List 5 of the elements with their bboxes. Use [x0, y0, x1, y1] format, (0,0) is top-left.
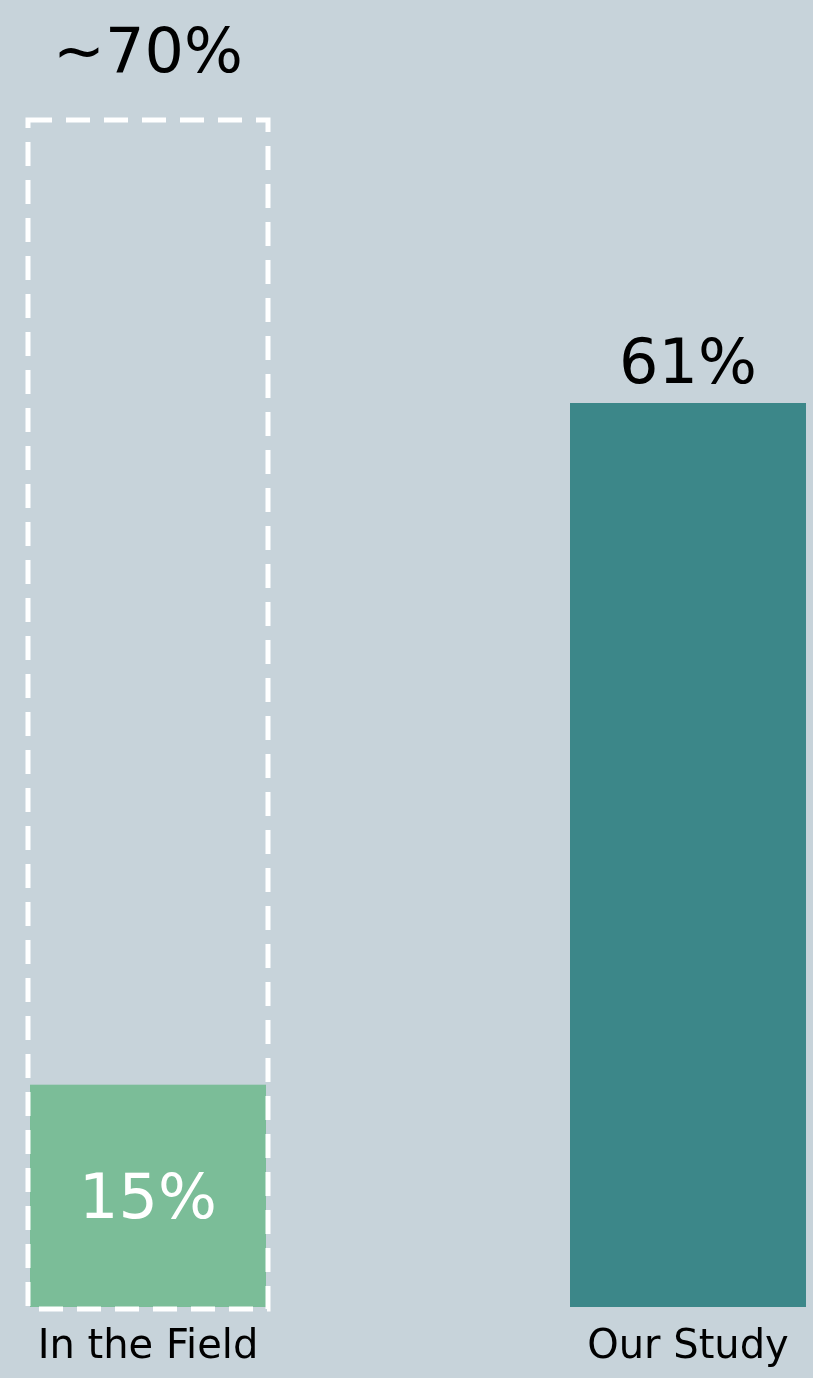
data-label: 15% [79, 1159, 217, 1233]
data-label: 61% [619, 325, 757, 398]
x-tick-label: In the Field [37, 1321, 259, 1367]
x-tick-label: Our Study [587, 1321, 789, 1367]
text: ~70% [53, 14, 243, 87]
